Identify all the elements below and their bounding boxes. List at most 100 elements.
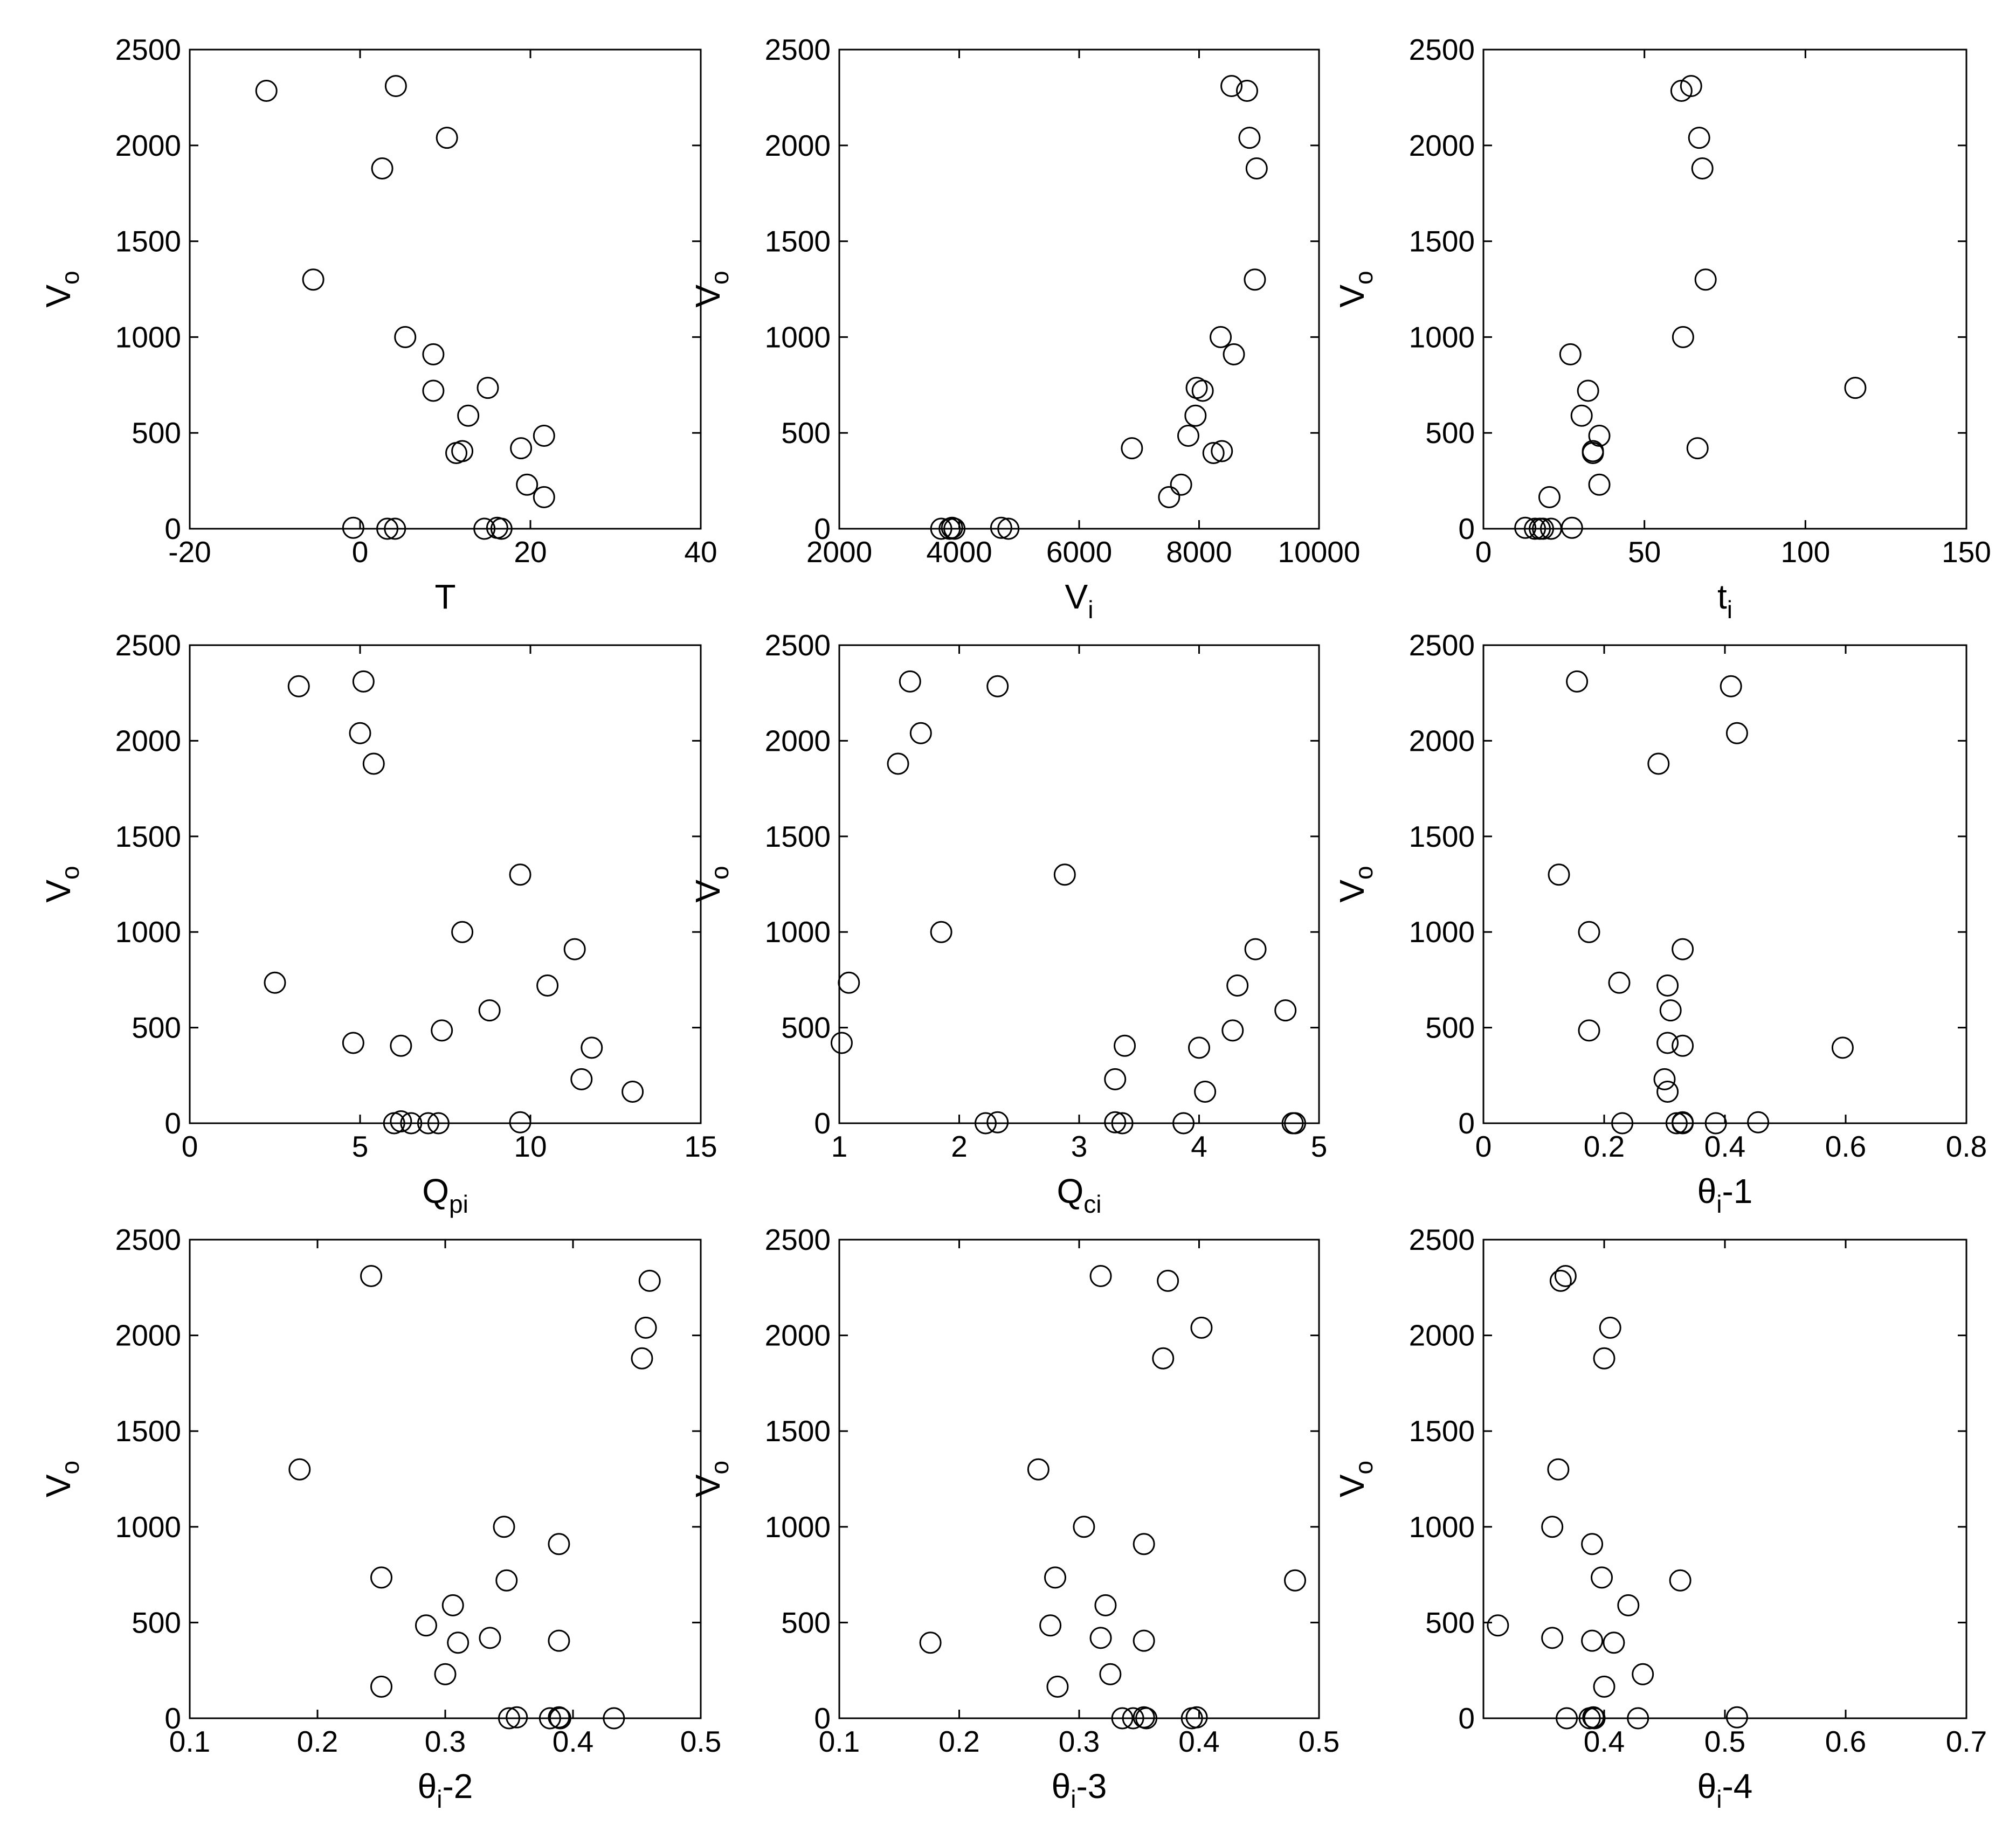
y-tick-label: 500 <box>781 1011 831 1045</box>
data-point <box>509 1111 531 1133</box>
y-tick-label: 1500 <box>765 820 831 853</box>
data-point <box>390 1110 412 1132</box>
y-axis-label: Vo <box>39 866 84 902</box>
data-point <box>1669 1569 1691 1592</box>
data-point <box>1152 1347 1175 1370</box>
data-point <box>390 1034 412 1057</box>
data-point <box>362 752 385 775</box>
data-point <box>1583 1707 1606 1730</box>
panel-5: 1 2 3 4 5 0 500 1000 1500 2000 2500 Qci Vo <box>688 628 1327 1218</box>
data-point <box>490 517 513 540</box>
data-point <box>899 670 921 693</box>
y-axis-label: Vo <box>688 1461 734 1497</box>
data-point <box>436 127 458 149</box>
y-tick-label: 2000 <box>1409 129 1475 162</box>
data-point <box>548 1533 570 1555</box>
data-point <box>427 1112 450 1135</box>
data-point <box>536 974 559 997</box>
y-tick-label: 1000 <box>1409 1510 1475 1544</box>
x-tick-label: 0 <box>352 535 369 569</box>
data-point <box>1611 1112 1634 1135</box>
data-point <box>1831 1036 1854 1059</box>
data-point <box>1202 442 1225 465</box>
data-point <box>986 1111 1009 1133</box>
data-point <box>1044 1566 1066 1589</box>
data-point <box>1548 863 1570 886</box>
data-point <box>1632 1663 1654 1685</box>
data-point <box>394 326 417 348</box>
x-tick-label: 3 <box>1071 1130 1088 1163</box>
data-point <box>1570 404 1593 427</box>
data-point <box>1608 971 1631 994</box>
data-point <box>479 1627 501 1649</box>
data-point <box>1053 863 1076 886</box>
plot-frame <box>838 644 1320 1124</box>
y-tick-label: 0 <box>1458 1107 1475 1140</box>
x-tick-label: 0.7 <box>1946 1725 1987 1758</box>
x-tick-label: 0 <box>1475 1130 1492 1163</box>
plot-frame <box>189 49 702 530</box>
data-point <box>1665 1112 1688 1135</box>
y-tick-label: 2500 <box>765 628 831 662</box>
y-tick-label: 2500 <box>115 33 181 66</box>
data-point <box>415 1614 437 1637</box>
data-point <box>376 517 399 540</box>
y-tick-label: 1500 <box>1409 225 1475 258</box>
y-axis-label: Vo <box>1333 271 1378 307</box>
data-point <box>1089 1627 1112 1649</box>
data-point <box>990 516 1012 539</box>
data-point <box>288 1458 311 1481</box>
x-tick-label: 0.2 <box>297 1725 338 1758</box>
data-point <box>1114 1034 1136 1057</box>
data-point <box>473 517 496 540</box>
data-point <box>1672 1112 1694 1135</box>
data-point <box>1039 1614 1062 1637</box>
data-point <box>1244 268 1266 291</box>
x-tick-label: 0.6 <box>1825 1725 1866 1758</box>
data-point <box>370 1566 392 1589</box>
x-tick-label: 8000 <box>1166 535 1232 569</box>
y-tick-label: 2500 <box>765 33 831 66</box>
data-point <box>1566 670 1589 693</box>
data-point <box>533 486 555 508</box>
data-point <box>1599 1316 1621 1339</box>
data-point <box>1578 1019 1600 1042</box>
data-point <box>1541 1627 1564 1649</box>
data-point <box>1089 1264 1112 1287</box>
data-point <box>1524 517 1546 540</box>
data-point <box>634 1316 657 1339</box>
data-point <box>431 1019 453 1042</box>
y-tick-label: 0 <box>1458 512 1475 545</box>
data-point <box>974 1112 997 1135</box>
x-axis-label: θi-1 <box>1697 1172 1753 1218</box>
data-point <box>1046 1675 1069 1698</box>
x-tick-label: 0 <box>182 1130 198 1163</box>
x-tick-label: 20 <box>514 535 547 569</box>
data-point <box>422 379 445 402</box>
x-tick-label: 15 <box>684 1130 717 1163</box>
data-point <box>486 516 508 539</box>
panel-4: 0 5 10 15 0 500 1000 1500 2000 2500 Qpi Vo <box>39 628 717 1218</box>
data-point <box>622 1080 644 1103</box>
x-tick-label: 0.4 <box>1704 1130 1745 1163</box>
data-point <box>1104 1111 1127 1133</box>
x-tick-label: 0.4 <box>553 1725 593 1758</box>
data-point <box>1188 1036 1210 1059</box>
y-tick-label: 1500 <box>1409 820 1475 853</box>
data-point <box>1211 440 1233 462</box>
data-point <box>1747 1111 1770 1133</box>
data-point <box>1177 425 1199 447</box>
y-tick-label: 0 <box>164 512 181 545</box>
data-point <box>1672 1034 1694 1057</box>
data-point <box>1158 486 1180 508</box>
data-point <box>451 440 474 462</box>
y-tick-label: 1500 <box>1409 1414 1475 1448</box>
data-point <box>1647 752 1670 775</box>
data-point <box>1704 1112 1727 1135</box>
data-point <box>581 1036 603 1059</box>
data-point <box>477 377 499 399</box>
data-point <box>1686 437 1709 460</box>
y-axis-label: Vo <box>39 1461 84 1497</box>
x-tick-label: 50 <box>1628 535 1661 569</box>
